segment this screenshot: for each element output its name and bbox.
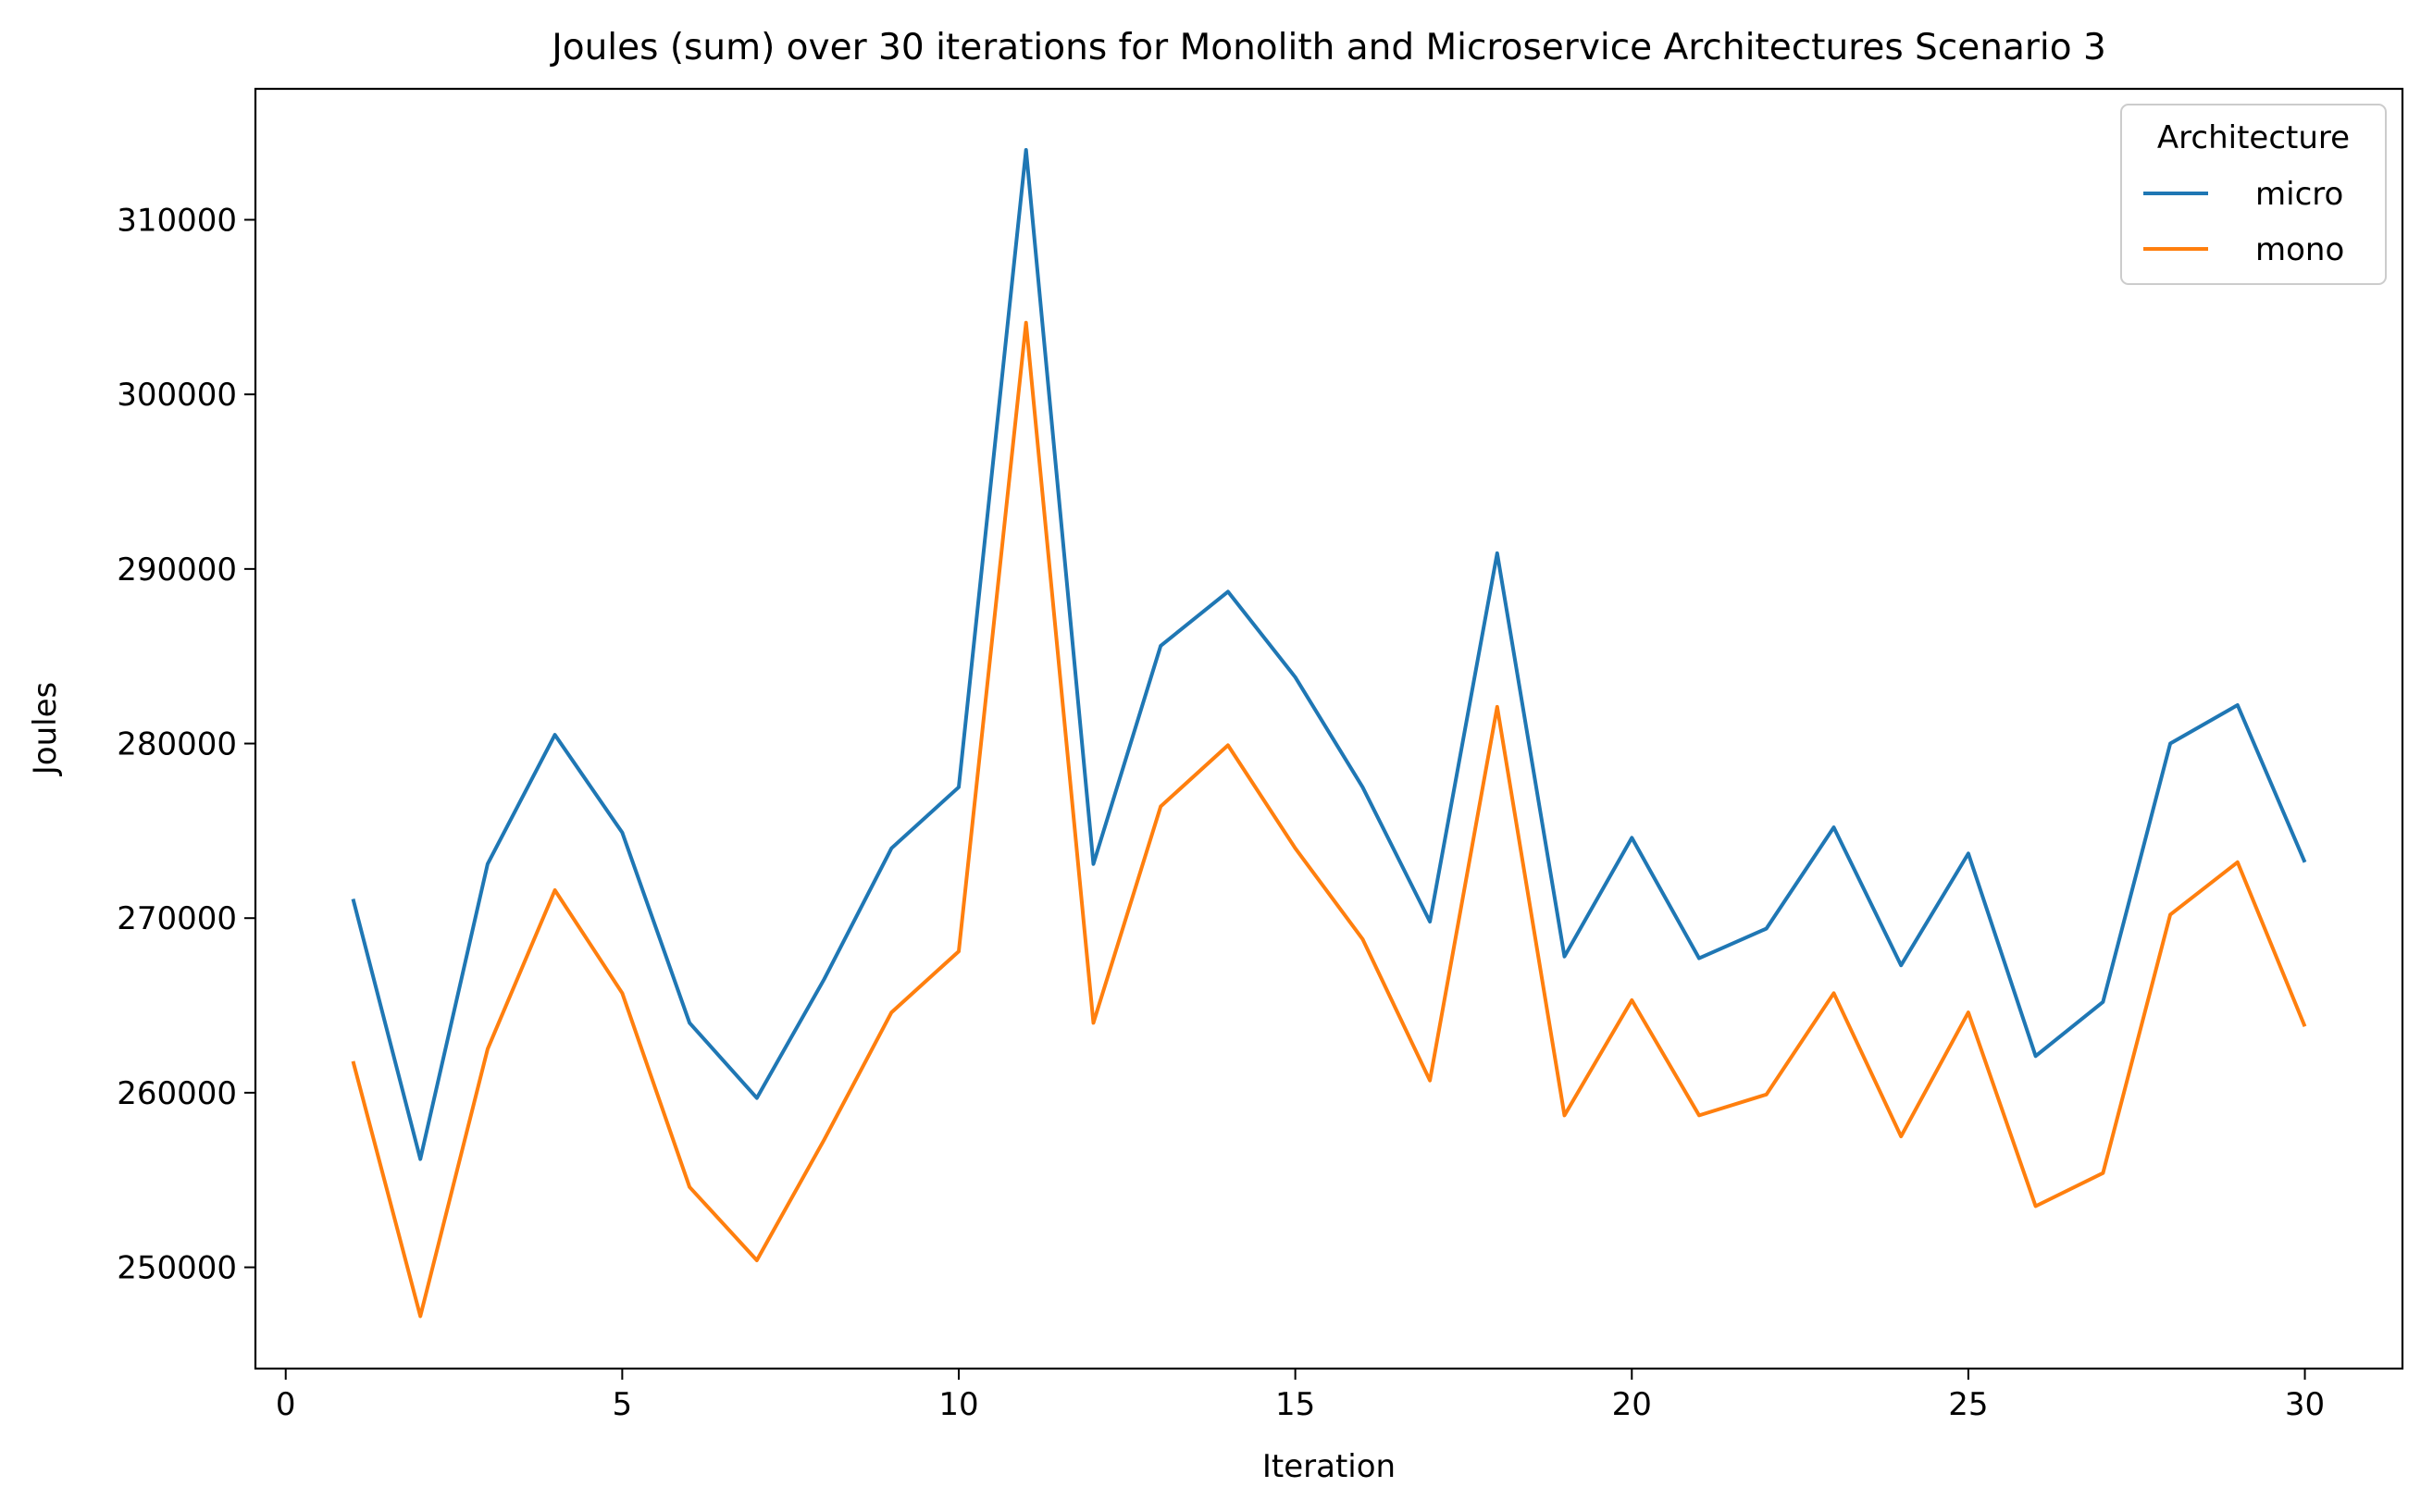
y-tick-label: 250000: [117, 1250, 237, 1287]
x-tick-label: 25: [1948, 1386, 1988, 1423]
x-tick-label: 20: [1612, 1386, 1652, 1423]
legend-label-micro: micro: [2255, 176, 2343, 213]
y-tick-label: 280000: [117, 726, 237, 763]
legend-box: [2120, 104, 2387, 285]
x-tick-label: 15: [1275, 1386, 1315, 1423]
legend-label-mono: mono: [2255, 231, 2344, 268]
chart-title: Joules (sum) over 30 iterations for Mono…: [549, 27, 2106, 68]
y-axis-label: Joules: [27, 682, 64, 776]
legend-title: Architecture: [2157, 119, 2350, 156]
x-axis: 0 5 10 15 20 25 30: [276, 1369, 2325, 1423]
series-line-micro: [351, 148, 2307, 1161]
y-tick-label: 290000: [117, 552, 237, 589]
plot-frame: [254, 87, 2404, 1370]
x-tick-label: 30: [2285, 1386, 2325, 1423]
x-tick-label: 10: [938, 1386, 978, 1423]
y-tick-label: 270000: [117, 900, 237, 937]
y-axis: 250000 260000 270000 280000 290000 300000 3100…: [117, 203, 255, 1287]
y-tick-label: 260000: [117, 1075, 237, 1112]
legend: Architecture micro mono: [2120, 104, 2387, 285]
y-tick-label: 300000: [117, 377, 237, 414]
x-axis-label: Iteration: [1262, 1448, 1396, 1485]
series-layer: [351, 148, 2307, 1319]
x-tick-label: 0: [276, 1386, 296, 1423]
series-line-mono: [351, 320, 2307, 1319]
y-tick-label: 310000: [117, 203, 237, 240]
x-tick-label: 5: [613, 1386, 633, 1423]
